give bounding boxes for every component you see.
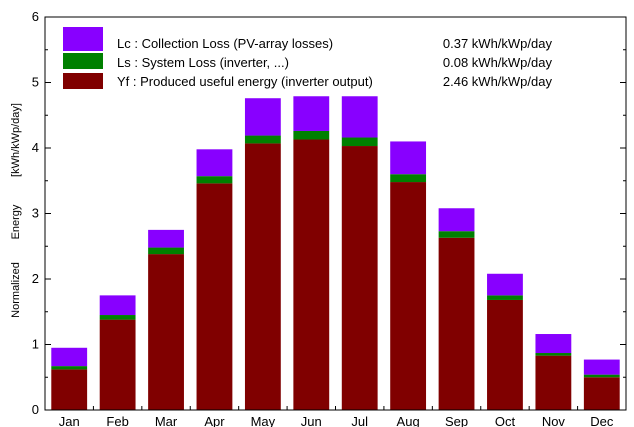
legend-label-series-2: Lc : Collection Loss (PV-array losses) bbox=[117, 36, 333, 51]
legend-swatch-series-1 bbox=[63, 53, 103, 69]
y-tick-label: 3 bbox=[32, 206, 39, 221]
bar-sep-series-1 bbox=[438, 231, 475, 238]
bar-jun-series-1 bbox=[293, 130, 330, 140]
bar-feb-series-0 bbox=[99, 319, 136, 410]
bar-nov-series-1 bbox=[535, 353, 572, 356]
bar-may-series-1 bbox=[244, 135, 281, 144]
bar-sep-series-2 bbox=[438, 208, 475, 232]
bar-jun-series-2 bbox=[293, 96, 330, 131]
bar-apr-series-0 bbox=[196, 183, 233, 410]
legend-label-series-0: Yf : Produced useful energy (inverter ou… bbox=[117, 74, 373, 89]
y-axis-label-part-energy: Energy bbox=[10, 204, 22, 240]
legend-swatch-series-2 bbox=[63, 27, 103, 51]
x-tick-label: Feb bbox=[106, 414, 128, 427]
bar-oct-series-2 bbox=[487, 273, 523, 296]
legend-value-series-2: 0.37 kWh/kWp/day bbox=[443, 36, 553, 51]
bar-nov-series-2 bbox=[535, 334, 572, 354]
bar-jun-series-0 bbox=[293, 139, 330, 411]
legend-swatch-series-0 bbox=[63, 73, 103, 89]
y-tick-label: 5 bbox=[32, 75, 39, 90]
bar-sep-series-0 bbox=[438, 237, 475, 410]
bar-jul-series-2 bbox=[341, 96, 378, 138]
bar-may-series-2 bbox=[244, 98, 281, 136]
bar-dec-series-2 bbox=[583, 359, 620, 375]
bar-mar-series-0 bbox=[148, 254, 184, 410]
y-tick-label: 1 bbox=[32, 337, 39, 352]
y-axis-label-part-normalized: Normalized bbox=[10, 262, 22, 318]
bar-apr-series-2 bbox=[196, 149, 233, 177]
y-axis-label-part-unit: [kWh/kWp/day] bbox=[10, 103, 22, 177]
x-tick-label: Jan bbox=[59, 414, 80, 427]
bar-aug-series-2 bbox=[390, 141, 427, 175]
bar-nov-series-0 bbox=[535, 355, 572, 410]
y-tick-label: 4 bbox=[32, 140, 39, 155]
y-tick-label: 2 bbox=[32, 271, 39, 286]
bar-oct-series-0 bbox=[487, 299, 523, 410]
bar-aug-series-0 bbox=[390, 182, 427, 410]
bar-jul-series-1 bbox=[341, 137, 378, 147]
legend-label-series-1: Ls : System Loss (inverter, ...) bbox=[117, 55, 289, 70]
x-tick-label: Jun bbox=[301, 414, 322, 427]
bar-feb-series-1 bbox=[99, 315, 136, 320]
bar-mar-series-2 bbox=[148, 229, 184, 248]
bar-jan-series-0 bbox=[51, 369, 88, 410]
x-tick-label: Apr bbox=[204, 414, 225, 427]
legend-value-series-0: 2.46 kWh/kWp/day bbox=[443, 74, 553, 89]
x-tick-label: Mar bbox=[155, 414, 178, 427]
x-tick-label: Dec bbox=[590, 414, 614, 427]
legend-value-series-1: 0.08 kWh/kWp/day bbox=[443, 55, 553, 70]
x-tick-label: Oct bbox=[495, 414, 516, 427]
bar-jul-series-0 bbox=[341, 146, 378, 410]
x-tick-label: Jul bbox=[351, 414, 368, 427]
y-tick-label: 0 bbox=[32, 402, 39, 417]
x-tick-label: Nov bbox=[542, 414, 566, 427]
x-tick-label: Sep bbox=[445, 414, 468, 427]
bar-feb-series-2 bbox=[99, 295, 136, 316]
bar-may-series-0 bbox=[244, 143, 281, 411]
bar-apr-series-1 bbox=[196, 176, 233, 184]
bar-jan-series-1 bbox=[51, 366, 88, 370]
bar-dec-series-0 bbox=[583, 377, 620, 410]
bar-mar-series-1 bbox=[148, 247, 184, 255]
bar-aug-series-1 bbox=[390, 174, 427, 183]
bar-oct-series-1 bbox=[487, 295, 523, 300]
bar-jan-series-2 bbox=[51, 347, 88, 367]
x-tick-label: Aug bbox=[397, 414, 420, 427]
x-tick-label: May bbox=[251, 414, 276, 427]
y-tick-label: 6 bbox=[32, 9, 39, 24]
bar-dec-series-1 bbox=[583, 374, 620, 378]
